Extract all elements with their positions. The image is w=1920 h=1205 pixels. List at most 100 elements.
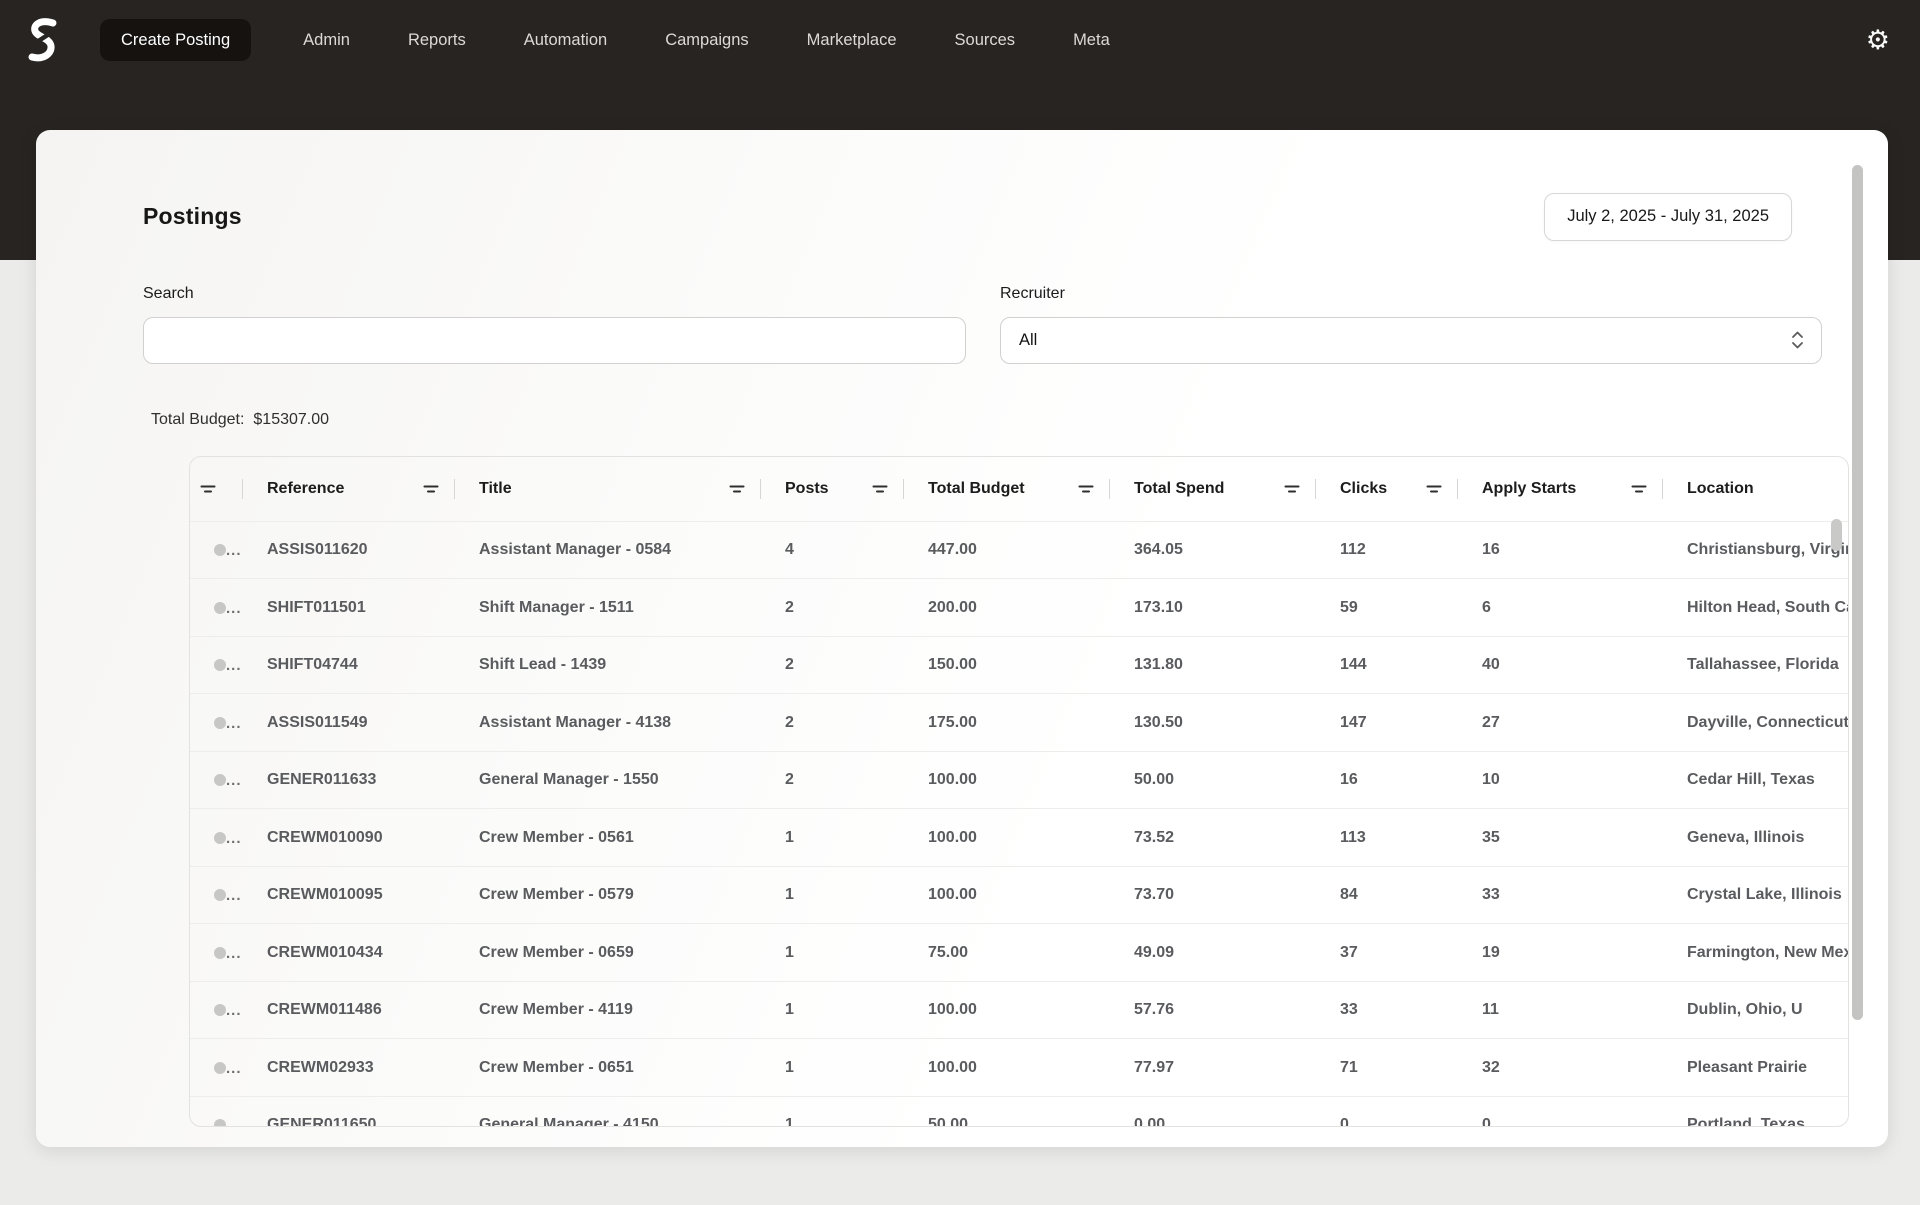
column-label: Location (1687, 480, 1754, 498)
table-row[interactable]: ... CREWM02933 Crew Member - 0651 1 100.… (190, 1038, 1848, 1096)
recruiter-select[interactable]: All (1000, 317, 1822, 364)
cell-clicks: 113 (1316, 829, 1458, 847)
table-row[interactable]: ... CREWM010434 Crew Member - 0659 1 75.… (190, 923, 1848, 981)
column-filter-icon[interactable] (200, 482, 216, 496)
table-row[interactable]: ... SHIFT011501 Shift Manager - 1511 2 2… (190, 578, 1848, 636)
settings-gear-icon[interactable]: ⚙ (1866, 27, 1890, 54)
search-filter: Search (143, 285, 966, 364)
table-row[interactable]: ... GENER011650 General Manager - 4150 1… (190, 1096, 1848, 1127)
column-label: Total Budget (928, 480, 1025, 498)
cell-total-budget: 200.00 (904, 599, 1110, 617)
row-status-dot-icon (214, 1004, 226, 1016)
row-ellipsis: ... (226, 1121, 242, 1127)
card-scrollbar-thumb[interactable] (1852, 165, 1863, 1020)
table-header-posts: Posts (761, 457, 904, 521)
row-status-dot-icon (214, 659, 226, 671)
table-row[interactable]: ... CREWM011486 Crew Member - 4119 1 100… (190, 981, 1848, 1039)
cell-title: Crew Member - 0651 (455, 1059, 761, 1077)
cell-reference: CREWM011486 (243, 1001, 455, 1019)
cell-title: Crew Member - 0579 (455, 886, 761, 904)
cell-total-spend: 73.70 (1110, 886, 1316, 904)
row-ellipsis: ... (226, 719, 242, 729)
cell-title: General Manager - 1550 (455, 771, 761, 789)
row-actions[interactable]: ... (190, 774, 243, 786)
cell-clicks: 59 (1316, 599, 1458, 617)
column-filter-icon[interactable] (423, 482, 439, 496)
page-title: Postings (143, 203, 242, 230)
cell-posts: 1 (761, 886, 904, 904)
filters-row: Search Recruiter All (143, 285, 1888, 364)
table-row[interactable]: ... GENER011633 General Manager - 1550 2… (190, 751, 1848, 809)
total-budget-label: Total Budget: (151, 411, 244, 428)
row-actions[interactable]: ... (190, 1119, 243, 1127)
cell-reference: ASSIS011549 (243, 714, 455, 732)
cell-location: Geneva, Illinois (1663, 829, 1848, 847)
cell-apply-starts: 10 (1458, 771, 1663, 789)
row-ellipsis: ... (226, 776, 242, 786)
cell-apply-starts: 16 (1458, 541, 1663, 559)
cell-reference: ASSIS011620 (243, 541, 455, 559)
column-filter-icon[interactable] (1631, 482, 1647, 496)
row-status-dot-icon (214, 1062, 226, 1074)
table-row[interactable]: ... CREWM010090 Crew Member - 0561 1 100… (190, 808, 1848, 866)
row-status-dot-icon (214, 947, 226, 959)
table-row[interactable]: ... ASSIS011620 Assistant Manager - 0584… (190, 521, 1848, 579)
cell-title: Crew Member - 4119 (455, 1001, 761, 1019)
app-viewport: Create Posting Admin Reports Automation … (0, 0, 1920, 1205)
cell-posts: 2 (761, 656, 904, 674)
cell-apply-starts: 0 (1458, 1116, 1663, 1127)
column-filter-icon[interactable] (1426, 482, 1442, 496)
column-filter-icon[interactable] (729, 482, 745, 496)
table-header-clicks: Clicks (1316, 457, 1458, 521)
column-filter-icon[interactable] (1078, 482, 1094, 496)
nav-item-create-posting[interactable]: Create Posting (100, 19, 251, 62)
nav-item-meta[interactable]: Meta (1073, 31, 1110, 50)
row-actions[interactable]: ... (190, 602, 243, 614)
cell-total-budget: 100.00 (904, 771, 1110, 789)
row-status-dot-icon (214, 544, 226, 556)
cell-total-budget: 100.00 (904, 1001, 1110, 1019)
nav-item-sources[interactable]: Sources (955, 31, 1016, 50)
cell-reference: SHIFT04744 (243, 656, 455, 674)
cell-total-budget: 75.00 (904, 944, 1110, 962)
cell-posts: 1 (761, 829, 904, 847)
cell-title: Crew Member - 0659 (455, 944, 761, 962)
cell-total-spend: 73.52 (1110, 829, 1316, 847)
column-filter-icon[interactable] (872, 482, 888, 496)
search-input[interactable] (143, 317, 966, 364)
row-actions[interactable]: ... (190, 1004, 243, 1016)
cell-total-spend: 0.00 (1110, 1116, 1316, 1127)
column-label: Posts (785, 480, 829, 498)
row-ellipsis: ... (226, 1006, 242, 1016)
cell-reference: GENER011633 (243, 771, 455, 789)
row-status-dot-icon (214, 889, 226, 901)
row-actions[interactable]: ... (190, 947, 243, 959)
cell-clicks: 16 (1316, 771, 1458, 789)
column-filter-icon[interactable] (1284, 482, 1300, 496)
table-row[interactable]: ... CREWM010095 Crew Member - 0579 1 100… (190, 866, 1848, 924)
cell-posts: 4 (761, 541, 904, 559)
cell-apply-starts: 27 (1458, 714, 1663, 732)
row-actions[interactable]: ... (190, 659, 243, 671)
table-row[interactable]: ... ASSIS011549 Assistant Manager - 4138… (190, 693, 1848, 751)
cell-reference: GENER011650 (243, 1116, 455, 1127)
cell-location: Christiansburg, Virginia (1663, 541, 1848, 559)
row-actions[interactable]: ... (190, 717, 243, 729)
cell-total-spend: 50.00 (1110, 771, 1316, 789)
table-scrollbar-thumb[interactable] (1831, 519, 1842, 551)
table-row[interactable]: ... SHIFT04744 Shift Lead - 1439 2 150.0… (190, 636, 1848, 694)
row-actions[interactable]: ... (190, 889, 243, 901)
nav-item-marketplace[interactable]: Marketplace (807, 31, 897, 50)
date-range-button[interactable]: July 2, 2025 - July 31, 2025 (1544, 193, 1792, 241)
row-actions[interactable]: ... (190, 544, 243, 556)
row-actions[interactable]: ... (190, 1062, 243, 1074)
nav-item-campaigns[interactable]: Campaigns (665, 31, 748, 50)
row-ellipsis: ... (226, 891, 242, 901)
row-actions[interactable]: ... (190, 832, 243, 844)
nav-item-reports[interactable]: Reports (408, 31, 466, 50)
nav-item-automation[interactable]: Automation (524, 31, 607, 50)
cell-total-spend: 49.09 (1110, 944, 1316, 962)
cell-total-spend: 364.05 (1110, 541, 1316, 559)
nav-item-admin[interactable]: Admin (303, 31, 350, 50)
cell-clicks: 147 (1316, 714, 1458, 732)
